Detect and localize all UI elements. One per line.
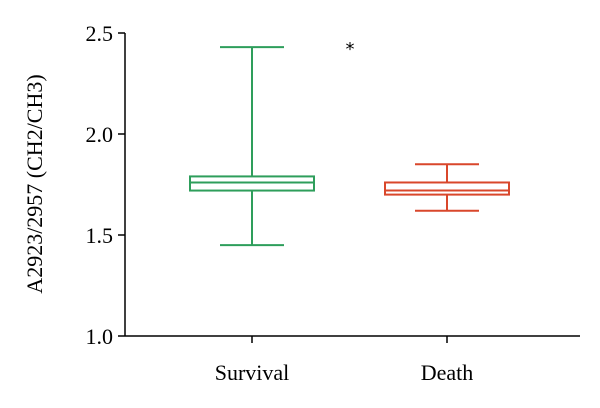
- y-tick-label: 1.0: [86, 324, 114, 349]
- iqr-box: [189, 175, 315, 192]
- y-tick-label: 2.5: [86, 21, 114, 46]
- annotations: *: [346, 39, 355, 60]
- x-tick-label: Survival: [215, 360, 290, 385]
- y-tick-label: 2.0: [86, 122, 114, 147]
- box-death: [384, 163, 510, 212]
- y-tick-label: 1.5: [86, 223, 114, 248]
- iqr-box: [384, 181, 510, 196]
- box-series: [189, 46, 510, 247]
- significance-marker: *: [346, 39, 355, 60]
- y-axis-title: A2923/2957 (CH2/CH3): [22, 74, 47, 293]
- x-axis: Survival Death: [125, 335, 580, 385]
- y-axis: 1.0 1.5 2.0 2.5: [86, 21, 126, 349]
- box-survival: [189, 46, 315, 247]
- x-tick-label: Death: [421, 360, 474, 385]
